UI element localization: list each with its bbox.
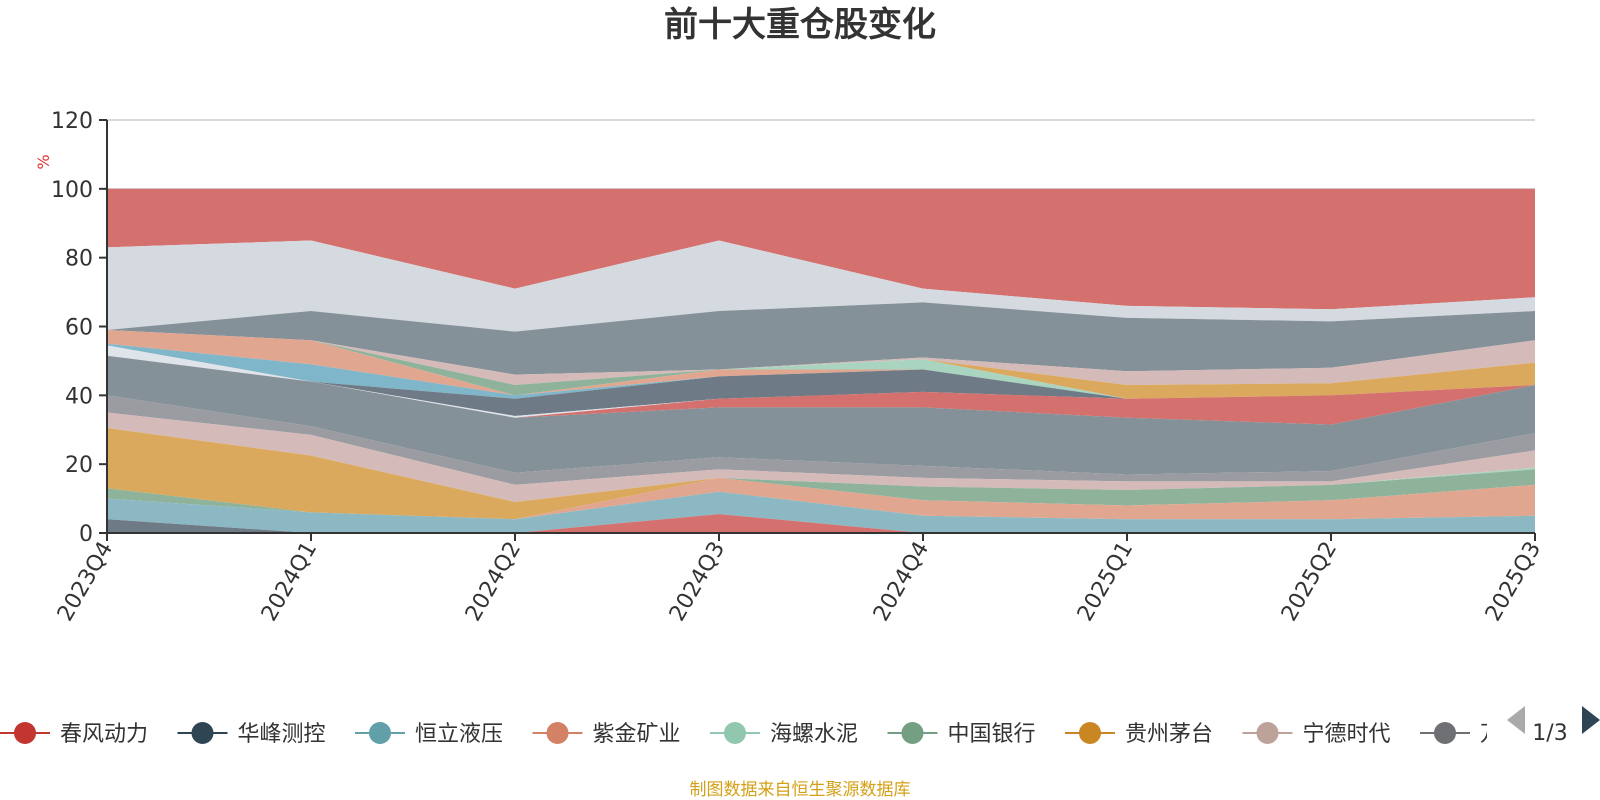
x-tick-label: 2025Q3: [1481, 538, 1546, 626]
area-band: [107, 491, 1535, 533]
legend-label: 华峰测控: [238, 722, 326, 747]
legend[interactable]: 春风动力 华峰测控 恒立液压 紫金矿业 海螺水泥 中国银行 贵州茅台 宁德时代 万: [0, 722, 1502, 747]
area-band: [107, 188, 1535, 310]
x-tick-label: 2024Q1: [257, 538, 322, 626]
legend-marker-icon: [1256, 722, 1279, 744]
plot-area: 0 20 40 60 80 100 120 2023Q4 2024Q1 2024Q2 2024Q3 2…: [51, 109, 1546, 626]
x-tick-label: 2024Q3: [665, 538, 730, 626]
legend-marker-icon: [191, 722, 214, 744]
x-tick-label: 2023Q4: [53, 538, 118, 626]
legend-marker-icon: [724, 722, 746, 744]
area-band: [107, 477, 1535, 520]
legend-item[interactable]: 紫金矿业: [532, 722, 681, 747]
y-tick-label: 80: [65, 247, 93, 272]
area-band: [107, 329, 1535, 399]
legend-marker-icon: [1434, 722, 1456, 744]
area-band: [107, 345, 1535, 416]
legend-item[interactable]: 宁德时代: [1242, 722, 1391, 747]
legend-page-indicator: 1/3: [1532, 721, 1567, 746]
area-band: [107, 519, 1535, 533]
legend-marker-icon: [901, 722, 924, 744]
legend-item[interactable]: 华峰测控: [177, 722, 326, 747]
y-tick-label: 120: [51, 109, 93, 134]
x-tick-label: 2024Q4: [869, 538, 934, 626]
area-band: [107, 469, 1535, 520]
area-band: [107, 329, 1535, 399]
legend-label: 万: [1480, 722, 1502, 747]
legend-marker-icon: [1079, 722, 1101, 744]
legend-pager[interactable]: 1/3: [1507, 706, 1600, 746]
legend-label: 宁德时代: [1303, 722, 1391, 747]
x-tick-label: 2025Q2: [1277, 538, 1342, 626]
legend-item[interactable]: 中国银行: [887, 722, 1036, 747]
legend-label: 紫金矿业: [593, 722, 681, 747]
legend-item[interactable]: 海螺水泥: [710, 722, 858, 747]
legend-item[interactable]: 万: [1420, 722, 1502, 747]
legend-marker-icon: [14, 722, 36, 744]
area-band: [107, 412, 1535, 503]
legend-marker-icon: [369, 722, 391, 744]
legend-label: 恒立液压: [415, 722, 503, 747]
data-source-note: 制图数据来自恒生聚源数据库: [690, 780, 911, 800]
y-axis-unit-label: %: [34, 154, 53, 169]
x-tick-label: 2025Q1: [1073, 538, 1138, 626]
area-band: [107, 395, 1535, 485]
legend-label: 中国银行: [948, 722, 1036, 747]
legend-label: 海螺水泥: [770, 722, 858, 747]
legend-item[interactable]: 恒立液压: [355, 722, 503, 747]
area-band: [107, 355, 1535, 475]
legend-item[interactable]: 春风动力: [0, 722, 148, 747]
legend-label: 春风动力: [60, 722, 148, 747]
area-band: [107, 329, 1535, 399]
x-tick-label: 2024Q2: [461, 538, 526, 626]
area-band: [107, 329, 1535, 399]
next-page-icon[interactable]: [1582, 706, 1600, 734]
area-band: [107, 302, 1535, 375]
area-band: [107, 329, 1535, 386]
legend-item[interactable]: 贵州茅台: [1065, 722, 1213, 747]
legend-label: 贵州茅台: [1125, 722, 1213, 747]
area-band: [107, 355, 1535, 425]
area-band: [107, 514, 1535, 533]
y-tick-label: 100: [51, 178, 93, 203]
area-band: [107, 240, 1535, 332]
chart-title: 前十大重仓股变化: [664, 5, 936, 45]
y-tick-label: 0: [79, 522, 93, 547]
prev-page-icon[interactable]: [1507, 706, 1525, 734]
y-tick-label: 20: [65, 453, 93, 478]
area-band: [107, 428, 1535, 520]
y-tick-label: 60: [65, 316, 93, 341]
y-tick-label: 40: [65, 384, 93, 409]
legend-marker-icon: [546, 722, 569, 744]
